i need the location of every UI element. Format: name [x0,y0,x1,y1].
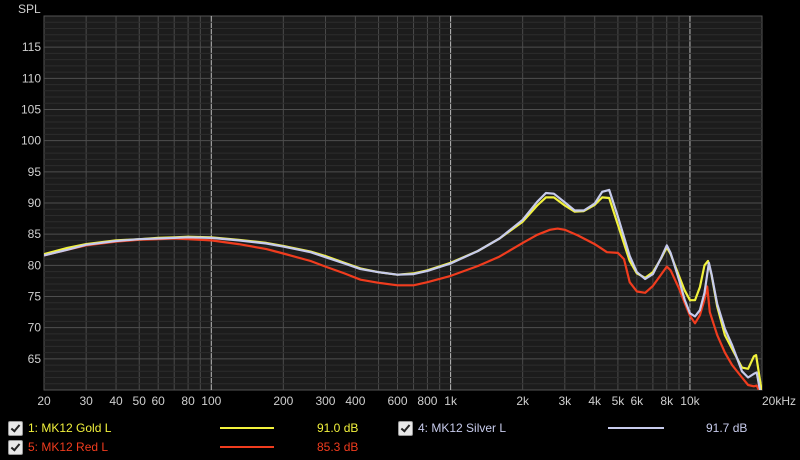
x-tick-label: 8k [660,394,674,408]
x-tick-label: 2k [516,394,530,408]
x-tick-label: 200 [273,394,293,408]
series-lines [44,188,762,390]
y-axis-label: SPL [18,2,41,16]
x-tick-label: 50 [133,394,147,408]
y-tick-label: 80 [28,258,42,272]
y-tick-label: 95 [28,165,42,179]
legend-label-gold: 1: MK12 Gold L [28,421,112,435]
grid [44,16,762,390]
x-tick-label: 80 [181,394,195,408]
x-tick-label: 3k [558,394,572,408]
x-tick-label: 300 [315,394,335,408]
x-tick-label: 1k [444,394,458,408]
legend-swatch-silver [608,427,664,429]
checkbox-red[interactable] [8,440,23,455]
legend-item-silver[interactable]: 4: MK12 Silver L 91.7 dB [398,418,778,438]
y-tick-label: 115 [22,40,41,54]
x-tick-label: 20 [37,394,51,408]
x-tick-label: 30 [79,394,93,408]
y-tick-label: 100 [21,134,41,148]
x-tick-label: 600 [388,394,408,408]
legend-swatch-red [220,446,274,448]
legend-swatch-gold [220,427,274,429]
legend-item-red[interactable]: 5: MK12 Red L 85.3 dB [8,437,388,457]
y-tick-label: 75 [28,290,42,304]
x-tick-label: 6k [631,394,645,408]
x-tick-label: 20kHz [762,394,796,408]
y-tick-label: 70 [28,321,42,335]
x-tick-labels: 20 30 40 50 60 80 100 200 300 400 600 800 1k 2k 3k 4k 5k… [37,394,796,408]
legend-value-red: 85.3 dB [317,440,359,454]
legend-value-silver: 91.7 dB [706,421,748,435]
legend-item-gold[interactable]: 1: MK12 Gold L 91.0 dB [8,418,388,438]
legend: 1: MK12 Gold L 91.0 dB 5: MK12 Red L 85.… [0,416,800,460]
x-tick-label: 60 [152,394,166,408]
y-tick-labels: 65 70 75 80 85 90 95 100 105 110 115 [21,40,41,366]
y-tick-label: 105 [21,103,41,117]
x-tick-label: 5k [612,394,626,408]
y-tick-label: 90 [28,196,42,210]
x-tick-label: 800 [417,394,437,408]
y-tick-label: 85 [28,227,42,241]
legend-value-gold: 91.0 dB [317,421,359,435]
x-tick-label: 100 [201,394,221,408]
x-tick-label: 4k [588,394,602,408]
series-line-l-red [44,227,761,390]
x-tick-label: 10k [680,394,700,408]
legend-label-red: 5: MK12 Red L [28,440,109,454]
y-tick-label: 110 [22,71,41,85]
y-tick-label: 65 [28,352,42,366]
x-tick-label: 400 [345,394,365,408]
legend-label-silver: 4: MK12 Silver L [418,421,507,435]
series-line-l-silver [44,188,762,390]
checkbox-gold[interactable] [8,421,23,436]
x-tick-label: 40 [109,394,123,408]
checkbox-silver[interactable] [398,421,413,436]
